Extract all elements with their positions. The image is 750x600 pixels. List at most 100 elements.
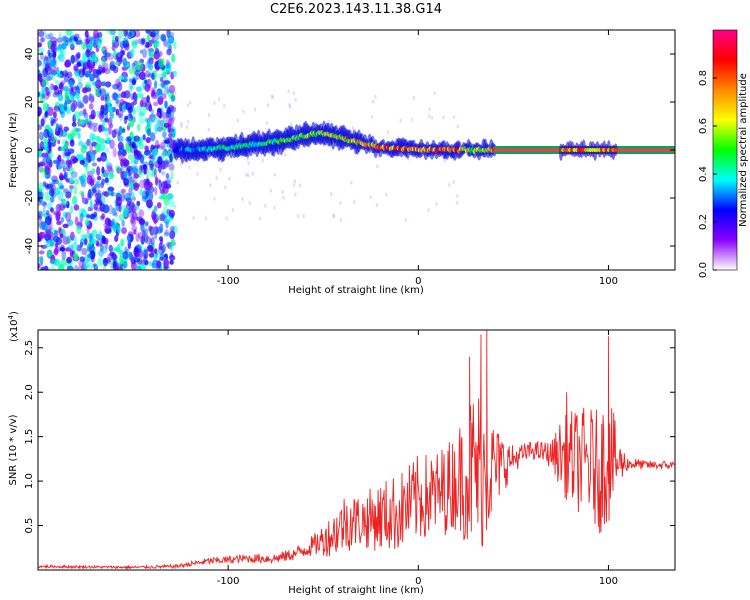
noise-speckle	[87, 253, 92, 258]
faint-speckle	[288, 104, 292, 109]
noise-speckle	[98, 249, 104, 257]
noise-speckle	[150, 249, 156, 254]
noise-speckle	[107, 190, 113, 196]
noise-speckle	[150, 173, 154, 178]
noise-speckle	[105, 81, 112, 88]
noise-speckle	[156, 88, 163, 96]
noise-speckle	[89, 36, 96, 41]
noise-speckle	[60, 244, 65, 251]
noise-speckle	[74, 216, 79, 226]
noise-speckle	[58, 226, 62, 234]
faint-speckle	[376, 164, 379, 169]
noise-speckle	[70, 171, 78, 179]
faint-speckle	[428, 114, 431, 119]
noise-speckle	[42, 115, 47, 123]
noise-speckle	[49, 196, 55, 203]
faint-speckle	[410, 117, 413, 122]
noise-speckle	[76, 224, 82, 235]
noise-speckle	[90, 213, 94, 220]
noise-speckle	[106, 97, 112, 107]
noise-speckle	[63, 143, 69, 150]
noise-speckle	[160, 141, 166, 150]
noise-speckle	[67, 79, 74, 88]
noise-speckle	[118, 30, 125, 38]
noise-speckle	[99, 243, 104, 252]
noise-speckle	[57, 182, 64, 188]
noise-speckle	[89, 151, 96, 162]
noise-speckle	[109, 251, 115, 257]
faint-speckle	[180, 124, 183, 129]
faint-speckle	[245, 172, 248, 177]
noise-speckle	[114, 211, 118, 217]
noise-speckle	[123, 178, 130, 186]
noise-speckle	[133, 229, 137, 235]
noise-speckle	[136, 205, 140, 210]
noise-speckle	[38, 182, 45, 193]
noise-speckle	[98, 113, 104, 120]
faint-speckle	[213, 101, 216, 106]
noise-speckle	[59, 103, 65, 112]
noise-speckle	[88, 103, 94, 110]
noise-speckle	[62, 211, 68, 218]
noise-speckle	[74, 264, 78, 270]
noise-speckle	[63, 40, 67, 50]
noise-speckle	[154, 186, 158, 196]
noise-speckle	[131, 40, 135, 46]
faint-speckle	[430, 115, 434, 120]
noise-speckle	[163, 258, 170, 268]
noise-speckle	[119, 135, 124, 143]
spectrogram-ticks: -100 0 100 -40 -20 0 20 40	[24, 30, 675, 287]
noise-speckle	[57, 54, 62, 60]
noise-speckle	[82, 61, 87, 72]
faint-speckle	[327, 119, 330, 124]
noise-speckle	[75, 72, 80, 78]
noise-speckle	[80, 145, 87, 154]
noise-speckle	[69, 39, 75, 49]
noise-speckle	[166, 39, 172, 50]
faint-speckle	[189, 100, 192, 105]
faint-speckle	[374, 94, 377, 99]
noise-speckle	[157, 155, 163, 165]
noise-speckle	[159, 252, 165, 261]
noise-speckle	[53, 85, 60, 96]
noise-speckle	[54, 187, 61, 196]
noise-speckle	[108, 125, 112, 135]
noise-speckle	[161, 71, 168, 78]
noise-speckle	[48, 151, 54, 159]
faint-speckle	[266, 103, 270, 108]
noise-speckle	[59, 232, 64, 239]
y-tick-label: 0.5	[24, 518, 35, 534]
colorbar-label: Normalized spectral amplitude	[738, 73, 749, 227]
noise-speckle	[96, 175, 102, 181]
x-tick-label: 100	[599, 576, 618, 587]
noise-speckle	[93, 39, 98, 49]
faint-speckle	[204, 216, 208, 221]
x-tick-label: -100	[217, 276, 240, 287]
noise-speckle	[70, 30, 74, 37]
noise-speckle	[128, 66, 134, 75]
faint-speckle	[339, 217, 343, 222]
faint-speckle	[253, 107, 257, 112]
noise-speckle	[104, 52, 111, 58]
noise-speckle	[160, 171, 166, 176]
noise-speckle	[98, 142, 106, 152]
noise-speckle	[133, 155, 139, 165]
noise-speckle	[120, 158, 124, 167]
faint-speckle	[231, 207, 235, 212]
noise-speckle	[65, 159, 72, 166]
noise-speckle	[55, 79, 60, 86]
noise-speckle	[45, 229, 53, 239]
noise-speckle	[72, 99, 78, 110]
noise-speckle	[79, 175, 85, 185]
noise-speckle	[87, 191, 93, 199]
faint-speckle	[302, 213, 305, 218]
noise-speckle	[38, 210, 43, 219]
noise-speckle	[117, 113, 122, 119]
noise-speckle	[38, 146, 42, 156]
noise-speckle	[73, 204, 80, 211]
noise-speckle	[120, 170, 128, 181]
noise-speckle	[104, 147, 110, 153]
noise-speckle	[40, 197, 44, 204]
noise-speckle	[134, 94, 138, 102]
faint-speckle	[209, 183, 212, 188]
